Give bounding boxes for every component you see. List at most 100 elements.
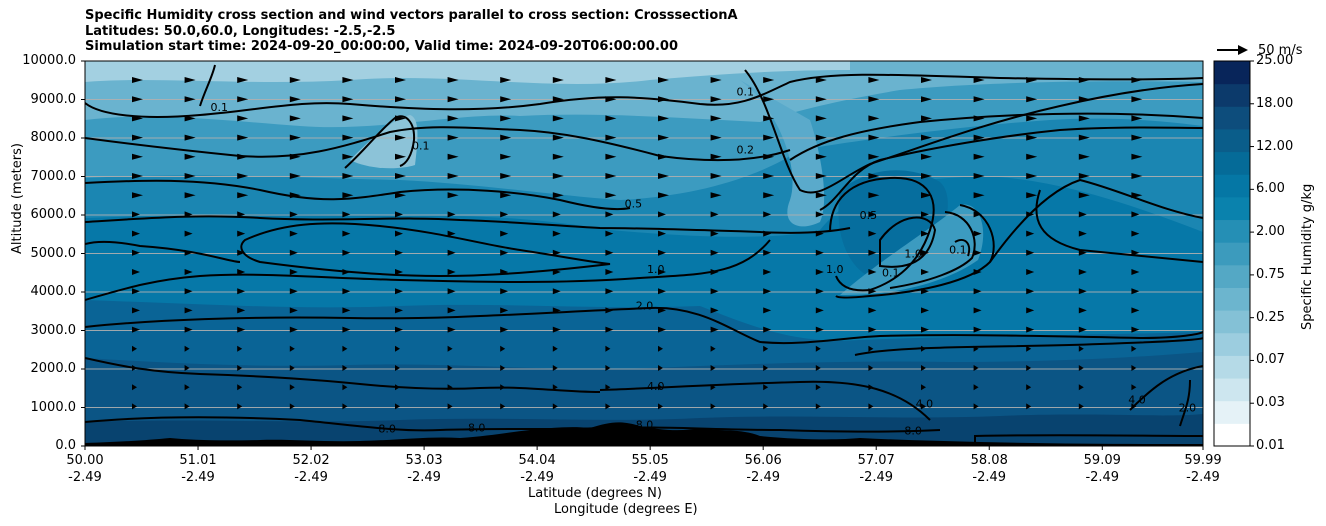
wind-vector [237,288,246,295]
colorbar-segment [1214,423,1250,447]
contour-label: 4.0 [647,380,665,393]
contour-1 [85,239,771,301]
contour-core-1 [829,176,935,292]
wind-vector [868,384,874,391]
wind-vector [605,384,611,391]
wind-vector [342,192,354,199]
wind-vector [289,249,298,256]
x-tick-longitude: -2.49 [972,470,1007,485]
wind-vector [132,153,143,160]
contour-label: 8.0 [468,421,486,434]
contour-label: 1.0 [826,263,844,276]
wind-vector [342,115,354,122]
wind-vector [868,192,880,199]
wind-vector [921,153,932,160]
wind-vector [868,345,874,352]
wind-vector [395,288,403,295]
contour-label: 0.1 [412,140,430,153]
x-axis-label-latitude: Latitude (degrees N) [528,486,662,501]
wind-vector [710,365,716,371]
plot-area: 0.1 0.1 0.1 0.2 0.5 0.5 1.0 1.0 1.0 0.1 0.1 2.0 4.0 4… [85,61,1203,446]
wind-vector [447,77,459,83]
contour-4-mid [599,380,931,421]
wind-vector [710,134,722,141]
wind-vector [552,77,564,83]
wind-vector [1026,96,1038,103]
colorbar-tick-label: 2.00 [1256,224,1285,240]
y-tick-label: 8000.0 [30,130,77,145]
wind-vector [132,96,143,103]
wind-vector [132,403,137,410]
wind-vector [1131,192,1143,199]
wind-vector [1131,153,1143,160]
wind-vector [763,365,769,371]
x-axis-label-longitude: Longitude (degrees E) [554,502,698,517]
wind-vector [921,384,926,391]
title-line-1: Specific Humidity cross section and wind… [85,8,738,23]
wind-vector [500,288,509,295]
wind-vector [710,403,716,410]
wind-vector [815,173,827,179]
wind-vector [710,230,719,237]
wind-vector [868,211,877,218]
wind-vector [395,211,403,218]
y-axis-label: Altitude (meters) [10,143,25,254]
wind-vector [500,211,509,218]
wind-vector [289,77,301,83]
wind-vector [395,192,406,199]
wind-vector [1131,96,1143,103]
contour-label: 0.2 [737,143,755,156]
x-tick-label: 58.08 -2.49 [959,452,1019,486]
wind-vector [1026,403,1032,410]
colorbar-segment [1214,310,1250,334]
wind-vector [500,230,509,237]
contour-right-loop-3 [819,126,1203,211]
contour-label: 8.0 [636,419,654,432]
contour-label: 1.0 [904,247,922,260]
wind-vector [1078,326,1087,333]
colorbar-tick-label: 6.00 [1256,181,1285,197]
wind-vector [342,134,354,141]
wind-vector [342,230,351,237]
wind-vector [447,249,456,256]
wind-vector [658,134,669,141]
contour-label: 8.0 [378,423,396,436]
colorbar-tick-label: 0.25 [1256,309,1285,325]
wind-vector [184,134,196,141]
wind-vector [868,134,880,141]
wind-vector [1026,384,1032,391]
x-tick-label: 54.04 -2.49 [507,452,567,486]
wind-vector [815,211,824,218]
wind-vector [815,134,827,141]
wind-vector [605,269,614,275]
colorbar-segment [1214,151,1250,175]
wind-vector [605,345,611,352]
wind-vector [237,192,249,199]
wind-vector [342,403,348,410]
wind-vector [342,96,354,103]
wind-vector [184,403,190,410]
wind-vector [973,345,979,352]
wind-vector [237,365,243,371]
wind-vector [342,365,348,371]
wind-vector [921,77,932,83]
wind-vector [1026,345,1032,352]
wind-vector [342,307,351,314]
wind-vector [395,96,406,103]
wind-vector [658,384,663,391]
colorbar-label: Specific Humidity g/kg [1300,183,1315,330]
wind-vector [1078,384,1084,391]
wind-vector [237,211,246,218]
wind-vector [763,153,775,160]
wind-vector [868,326,877,333]
wind-vector [395,115,406,122]
y-tick-label: 3000.0 [30,322,77,338]
wind-vector [710,173,722,179]
wind-vectors [132,77,1143,410]
wind-vector [763,249,772,256]
wind-vector [710,153,722,160]
contour-02 [85,126,791,162]
wind-vector [447,288,456,295]
wind-vector [763,288,772,295]
wind-vector [1026,134,1038,141]
